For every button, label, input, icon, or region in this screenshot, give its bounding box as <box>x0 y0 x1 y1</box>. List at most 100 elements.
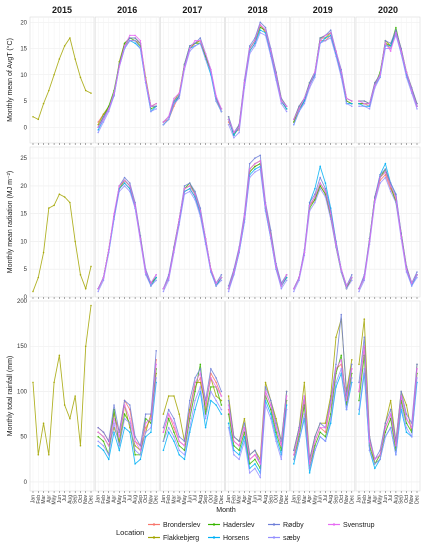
data-point <box>389 185 392 187</box>
data-point <box>220 404 223 406</box>
y-tick-label: 0 <box>24 295 28 301</box>
month-tick-label: Mar <box>237 495 243 504</box>
data-point <box>144 271 147 273</box>
data-point <box>118 449 121 452</box>
data-point <box>389 190 392 193</box>
data-point <box>102 121 105 123</box>
data-point <box>113 417 115 420</box>
data-point <box>79 76 82 79</box>
data-point <box>162 290 165 293</box>
data-point <box>410 282 413 284</box>
month-tick-label: May <box>182 495 188 505</box>
legend-swatch-point <box>212 536 216 539</box>
data-point <box>123 42 126 45</box>
data-point <box>97 444 99 447</box>
series-line-2019 <box>293 363 353 464</box>
y-axis-label-2: Monthly total rainfall (mm) <box>7 356 14 437</box>
data-point <box>324 431 327 433</box>
data-point <box>269 404 272 406</box>
legend-entry: Rødby <box>283 522 304 529</box>
data-point <box>335 368 337 370</box>
data-point <box>238 126 240 129</box>
y-tick-label: 200 <box>17 299 28 305</box>
data-point <box>227 123 230 126</box>
data-point <box>384 168 387 171</box>
data-point <box>173 422 175 424</box>
data-point <box>144 422 147 424</box>
data-point <box>335 381 337 384</box>
series-line-2017 <box>162 185 222 289</box>
data-point <box>329 212 332 215</box>
series-line-2018 <box>228 21 287 134</box>
data-point <box>162 431 165 433</box>
month-tick-label: Feb <box>101 495 107 504</box>
data-point <box>308 204 311 207</box>
data-point <box>363 100 366 102</box>
data-point <box>199 39 202 42</box>
data-point <box>298 279 300 282</box>
data-point <box>363 276 366 279</box>
data-point <box>280 100 283 102</box>
data-point <box>139 449 142 452</box>
year-label-2020: 2020 <box>378 5 398 15</box>
data-point <box>162 123 165 126</box>
y-tick-label: 10 <box>20 239 27 245</box>
month-tick-label: Aug <box>67 495 73 504</box>
data-point <box>395 454 397 456</box>
series-line-2018 <box>228 160 288 289</box>
data-point <box>340 268 343 271</box>
x-axis-label: Month <box>216 507 236 514</box>
data-point <box>220 108 223 110</box>
data-point <box>210 68 212 71</box>
data-point <box>74 58 76 60</box>
data-point <box>178 435 181 438</box>
data-point <box>194 193 196 196</box>
data-point <box>188 187 191 190</box>
month-tick-label: Jun <box>318 495 324 503</box>
month-tick-label: Nov <box>409 495 415 504</box>
data-point <box>215 377 217 379</box>
data-point <box>97 290 99 293</box>
month-tick-label: Jun <box>122 495 128 503</box>
data-point <box>220 110 223 113</box>
data-point <box>254 45 256 47</box>
series-line-2020 <box>358 368 418 465</box>
data-point <box>173 248 175 251</box>
data-point <box>220 390 223 393</box>
data-point <box>254 463 256 465</box>
data-point <box>63 45 66 47</box>
series-line-2016 <box>97 364 157 452</box>
data-point <box>188 399 191 402</box>
data-point <box>220 413 223 415</box>
data-point <box>275 417 277 420</box>
data-point <box>389 182 392 184</box>
series-line-2020 <box>358 346 418 461</box>
data-point <box>113 431 115 433</box>
year-label-2018: 2018 <box>248 5 268 15</box>
series-line-2016 <box>97 40 157 133</box>
data-point <box>162 413 165 415</box>
data-point <box>155 279 157 282</box>
data-point <box>298 276 300 279</box>
data-point <box>308 463 311 465</box>
data-point <box>210 368 212 370</box>
data-point <box>118 190 121 193</box>
y-tick-label: 5 <box>24 267 28 273</box>
data-point <box>395 26 397 29</box>
y-tick-label: 0 <box>24 480 28 486</box>
data-point <box>129 431 131 433</box>
series-line-2017 <box>162 364 222 452</box>
data-point <box>335 243 337 246</box>
data-point <box>155 349 157 352</box>
data-point <box>324 435 327 438</box>
month-tick-label: Jul <box>258 495 264 501</box>
data-point <box>178 413 181 415</box>
data-point <box>259 31 262 34</box>
data-point <box>97 121 99 123</box>
data-point <box>134 42 136 45</box>
month-tick-label: Jul <box>62 495 68 501</box>
data-point <box>280 444 283 447</box>
data-point <box>259 21 262 24</box>
data-point <box>227 422 230 424</box>
legend-entry: Bronderslev <box>163 522 201 529</box>
